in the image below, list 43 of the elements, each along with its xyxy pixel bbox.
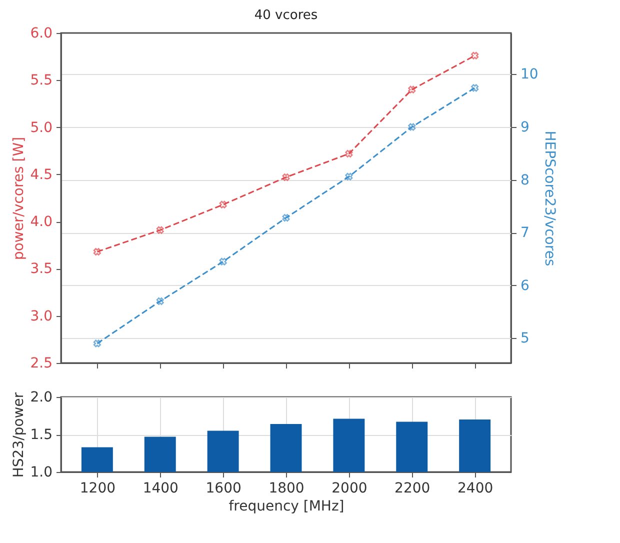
point: [156, 297, 164, 306]
point: [471, 84, 479, 92]
y2-tick-label: 9: [520, 119, 530, 136]
y-tick-label: 2.0: [30, 390, 52, 406]
point: [219, 258, 227, 266]
y-axis-title: power/vcores [W]: [11, 136, 28, 260]
y2-tick-label: 8: [520, 172, 530, 188]
y-tick-label: 5.0: [30, 120, 52, 136]
point: [408, 86, 416, 94]
y-tick-label: 3.0: [30, 308, 52, 324]
y2-tick-label: 7: [520, 225, 530, 242]
point: [156, 226, 164, 234]
point: [282, 173, 290, 182]
x-tick-label: 1600: [206, 480, 242, 496]
point: [471, 52, 479, 60]
y-axis-title: HS23/power: [11, 392, 28, 478]
y2-tick-label: 5: [520, 330, 530, 347]
y-tick-label: 4.5: [30, 166, 52, 183]
y-tick-label: 4.0: [30, 214, 52, 230]
y-tick-label: 5.5: [30, 72, 52, 89]
y-tick-label: 3.5: [30, 261, 52, 278]
point: [219, 200, 227, 208]
x-tick-label: 1400: [142, 480, 178, 496]
point: [345, 150, 353, 158]
point: [345, 172, 353, 180]
y-tick-label: 6.0: [30, 26, 52, 42]
chart-title: 40 vcores: [254, 8, 318, 23]
point: [93, 248, 101, 256]
y-tick-label: 2.5: [30, 356, 52, 372]
x-tick-label: 1800: [268, 480, 304, 496]
x-tick-label: 2400: [457, 480, 494, 496]
y2-tick-label: 10: [520, 66, 538, 83]
x-tick-label: 1200: [80, 480, 116, 496]
x-axis-title: frequency [MHz]: [228, 498, 344, 514]
y-tick-label: 1.5: [30, 427, 52, 443]
y-tick-label: 1.0: [30, 464, 52, 480]
y2-tick-label: 6: [520, 278, 530, 294]
point: [282, 214, 290, 222]
point: [408, 123, 416, 131]
point: [93, 340, 101, 348]
x-tick-label: 2000: [332, 480, 368, 496]
y2-axis-title: HEPScore23/vcores: [541, 130, 558, 266]
x-tick-label: 2200: [394, 480, 430, 496]
